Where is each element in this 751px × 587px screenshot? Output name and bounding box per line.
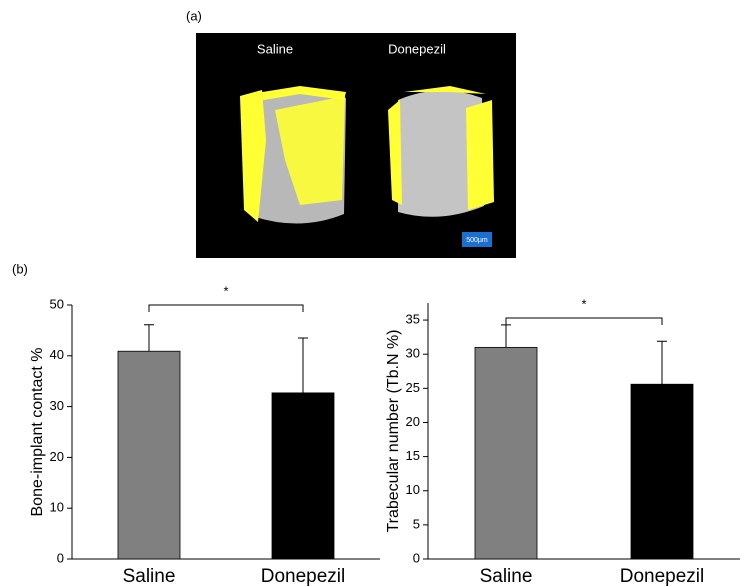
y-tick-label: 5 [413, 516, 420, 531]
panel-label: (a) [186, 8, 202, 23]
bar [631, 384, 693, 559]
significance-bracket [149, 305, 303, 312]
image-label: Saline [257, 41, 293, 56]
significance-label: * [223, 283, 228, 298]
x-tick-label: Saline [123, 566, 176, 587]
figure: (a) Saline Donepezil 500µm (b) 0 10 20 30 40… [0, 0, 751, 587]
x-tick-label: Donepezil [261, 566, 346, 587]
bar [118, 351, 180, 559]
saline-sample [240, 86, 346, 224]
x-tick-label: Saline [480, 566, 533, 587]
y-tick-label: 20 [406, 414, 420, 429]
y-tick-label: 10 [406, 482, 420, 497]
y-axis-label: Trabecular number (Tb.N %) [385, 329, 402, 532]
error-bar [144, 325, 154, 351]
significance-bracket [506, 318, 662, 325]
bar [272, 393, 334, 559]
page: {"panel_a": {"label": "(a)", "labels": [… [0, 0, 751, 587]
error-bar [298, 338, 308, 393]
y-tick-label: 50 [50, 296, 64, 311]
scale-bar-label: 500µm [466, 237, 488, 244]
y-tick-label: 15 [406, 448, 420, 463]
y-tick-label: 30 [406, 346, 420, 361]
y-tick-label: 30 [50, 398, 64, 413]
y-tick-label: 25 [406, 380, 420, 395]
y-tick-label: 0 [57, 550, 64, 565]
y-tick-label: 0 [413, 550, 420, 565]
y-tick-label: 35 [406, 312, 420, 327]
y-tick-label: 10 [50, 500, 64, 515]
bar [475, 347, 537, 559]
y-tick-label: 20 [50, 449, 64, 464]
image-label: Donepezil [388, 41, 446, 56]
donepezil-sample [388, 86, 494, 217]
significance-label: * [581, 296, 586, 311]
error-bar [501, 325, 511, 348]
panel-label: (b) [12, 261, 28, 276]
error-bar [657, 341, 667, 384]
y-tick-label: 40 [50, 347, 64, 362]
y-axis-label: Bone-implant contact % [29, 348, 46, 517]
x-tick-label: Donepezil [620, 566, 705, 587]
